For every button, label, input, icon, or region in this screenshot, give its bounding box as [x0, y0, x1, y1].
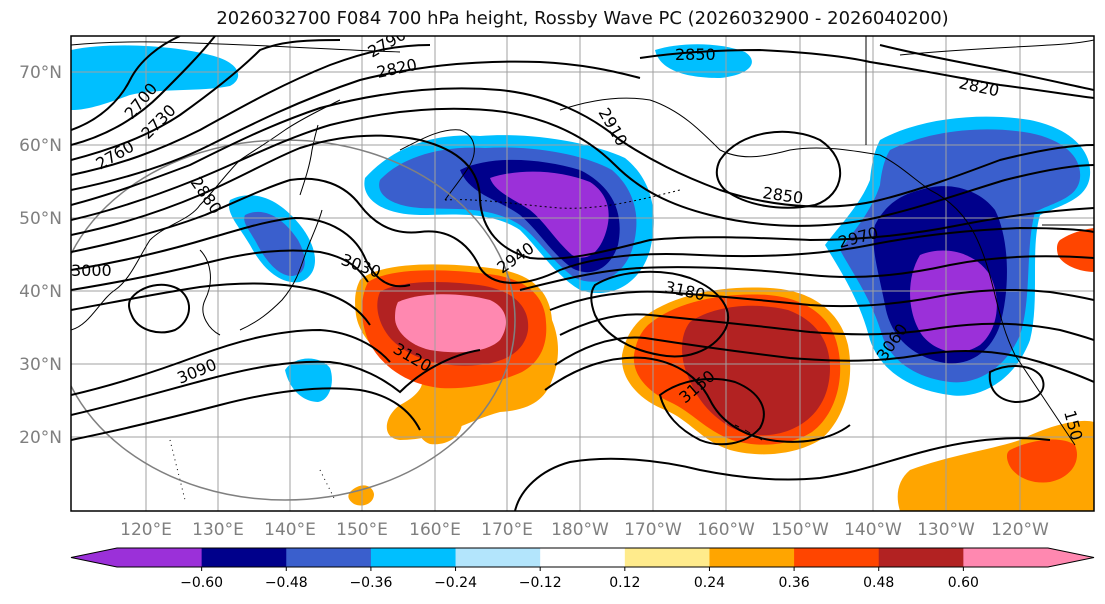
coast-arctic: [71, 39, 1094, 56]
colorbar-segment: [794, 548, 880, 567]
colorbar-segment: [455, 548, 541, 567]
colorbar-segment: [370, 548, 457, 567]
contour-south-low-wave: [514, 437, 1051, 511]
map-title: 2026032700 F084 700 hPa height, Rossby W…: [216, 8, 949, 29]
coast-sakhalin: [299, 124, 319, 196]
anomaly-neg-arctic-west: [71, 45, 239, 110]
contour-2940: [71, 134, 1094, 260]
colorbar-tick-label: −0.60: [180, 575, 223, 591]
lon-label-180: 180°W: [551, 520, 609, 540]
height-contours: [71, 36, 1094, 511]
latitude-labels: 70°N 60°N 50°N 40°N 30°N 20°N: [19, 63, 62, 448]
lon-label-170w: 170°W: [624, 520, 682, 540]
lat-label-20n: 20°N: [19, 428, 62, 448]
colorbar-tick-label: −0.12: [519, 575, 562, 591]
contour-3180: [590, 270, 730, 358]
contour-2850-north: [639, 48, 1094, 99]
contour-3000: [71, 216, 1094, 291]
contour-ne-loop: [988, 365, 1045, 404]
contour-2820-east: [879, 44, 1094, 91]
anomaly-neg-ne-pacific-core: [910, 250, 997, 353]
contour-3150: [658, 377, 765, 446]
colorbar-tick-label: 0.48: [863, 575, 894, 591]
contour-label: 3000: [71, 261, 112, 280]
contour-2970: [71, 177, 1094, 284]
lon-label-130w: 130°W: [917, 520, 975, 540]
lat-label-70n: 70°N: [19, 63, 62, 83]
coast-japan: [239, 209, 323, 331]
coast-korea: [199, 249, 221, 336]
coast-us-west: [1014, 354, 1076, 446]
lon-label-150w: 150°W: [771, 520, 829, 540]
anomaly-pos-west-pacific-south: [417, 406, 462, 445]
graticule: [71, 36, 1094, 511]
colorbar-tick-label: 0.60: [948, 575, 979, 591]
colorbar-over-arrow: [1048, 548, 1094, 567]
lon-label-160w: 160°W: [697, 520, 755, 540]
contour-west-loop: [128, 283, 190, 334]
anomaly-pos-east-edge: [1056, 228, 1094, 272]
coast-pacific-islands: [169, 439, 336, 501]
coast-kamchatka: [399, 129, 475, 201]
contour-2790: [71, 44, 431, 176]
colorbar-segment: [709, 548, 795, 567]
colorbar-segment: [117, 548, 203, 567]
colorbar-tick-label: −0.48: [265, 575, 308, 591]
lon-label-120e: 120°E: [120, 520, 172, 540]
contour-3030: [71, 249, 1094, 311]
lon-label-140w: 140°W: [844, 520, 902, 540]
contour-2820-west: [71, 60, 641, 191]
lat-label-60n: 60°N: [19, 136, 62, 156]
coast-canada-west: [879, 154, 1016, 356]
contour-2730: [71, 36, 216, 146]
lon-label-160e: 160°E: [409, 520, 461, 540]
contour-2880: [71, 87, 1094, 208]
coast-east-asia: [71, 99, 341, 331]
longitude-labels: 120°E 130°E 140°E 150°E 160°E 170°E 180°…: [120, 520, 1049, 540]
lon-label-150e: 150°E: [336, 520, 388, 540]
lon-label-120w: 120°W: [991, 520, 1049, 540]
anomaly-neg-north-pacific-core: [490, 171, 609, 258]
lat-label-30n: 30°N: [19, 355, 62, 375]
colorbar-tick-label: −0.36: [349, 575, 392, 591]
map-frame: [70, 35, 1095, 512]
coastlines: [71, 36, 1094, 501]
lat-label-40n: 40°N: [19, 282, 62, 302]
contour-label: 2850: [675, 45, 716, 64]
colorbar-segment: [963, 548, 1049, 567]
contour-3120: [71, 349, 851, 443]
colorbar-segment: [878, 548, 964, 567]
lon-label-170e: 170°E: [481, 520, 533, 540]
anomaly-pos-hawaii-south: [348, 485, 374, 506]
colorbar-tick-label: −0.24: [434, 575, 477, 591]
anomaly-pos-west-pacific-core: [395, 294, 506, 353]
colorbar-outline: [70, 547, 1095, 568]
lon-label-130e: 130°E: [192, 520, 244, 540]
colorbar-tick-label: 0.12: [609, 575, 640, 591]
colorbar-tick-label: 0.36: [779, 575, 810, 591]
coast-alaska: [559, 97, 881, 158]
coast-aleutians: [444, 189, 681, 209]
contour-3090: [71, 328, 1094, 396]
colorbar-segment: [201, 548, 287, 567]
colorbar-segment: [540, 548, 626, 567]
contour-south-west: [71, 387, 421, 441]
colorbar: −0.60 −0.48 −0.36 −0.24 −0.12 0.12 0.24 0.36 0.4…: [70, 547, 1095, 591]
colorbar-under-arrow: [71, 548, 117, 567]
colorbar-segment: [624, 548, 710, 567]
contour-2910: [71, 107, 1094, 227]
colorbar-segment: [286, 548, 372, 567]
contour-2700: [71, 36, 181, 131]
anomaly-pos-se-pacific-inner: [1006, 439, 1078, 483]
colorbar-tick-label: 0.24: [694, 575, 725, 591]
contour-2850-low: [715, 130, 842, 209]
contour-2760: [71, 39, 341, 161]
lon-label-140e: 140°E: [264, 520, 316, 540]
lat-label-50n: 50°N: [19, 209, 62, 229]
